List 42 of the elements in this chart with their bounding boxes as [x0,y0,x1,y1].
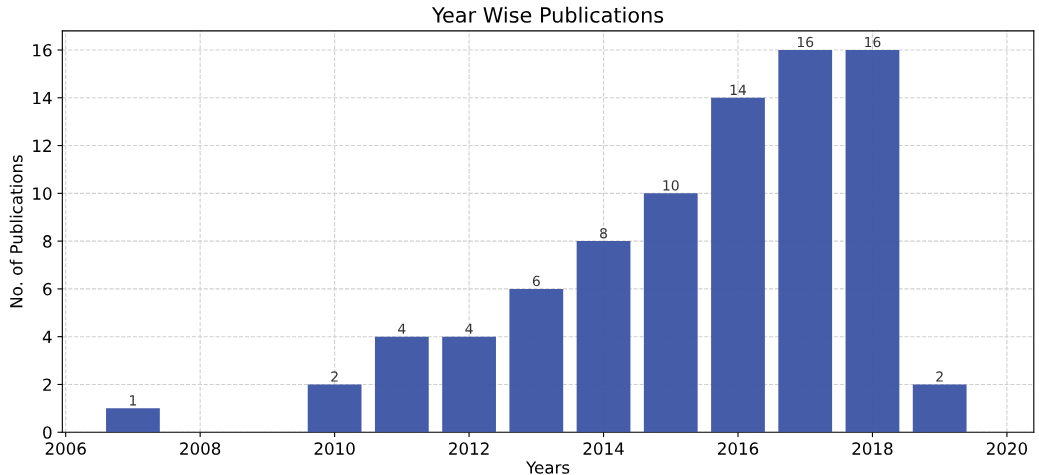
y-axis-title: No. of Publications [9,155,23,308]
x-tick-label: 2012 [449,442,489,455]
x-axis-title: Years [526,461,570,474]
y-tick-label: 12 [33,139,51,152]
y-tick-label: 0 [43,426,52,439]
data-label: 2 [331,371,338,382]
bar [845,49,900,433]
bar [509,288,564,433]
data-label: 16 [797,36,814,48]
bar [307,384,362,433]
x-tick-label: 2018 [852,442,893,455]
x-tick-label: 2016 [718,442,759,455]
bar [374,336,429,433]
y-tick-label: 2 [43,378,51,391]
data-label: 14 [730,84,747,95]
bar [778,49,833,433]
data-label: 2 [936,371,943,382]
x-tick-label: 2010 [314,442,355,455]
bar [711,97,765,433]
y-tick-label: 4 [42,330,52,344]
x-tick-label: 2008 [180,442,221,455]
y-tick-label: 10 [33,187,52,200]
data-label: 8 [600,227,607,239]
y-tick-label: 8 [43,235,52,248]
data-label: 4 [465,323,473,334]
y-tick-label: 6 [43,282,52,296]
bar [912,384,967,433]
chart-title: Year Wise Publications [431,6,664,23]
y-tick-label: 14 [33,91,52,105]
data-label: 4 [398,323,406,334]
bar [442,336,496,433]
y-tick-label: 16 [33,43,52,57]
data-label: 6 [532,275,540,287]
data-label: 10 [663,180,679,191]
data-label: 1 [130,395,137,406]
bar [576,241,631,433]
bar [106,408,160,433]
x-tick-label: 2020 [986,442,1028,455]
data-label: 16 [865,36,881,48]
bar [643,193,698,433]
x-tick-label: 2014 [583,442,624,455]
x-tick-label: 2006 [45,442,86,455]
